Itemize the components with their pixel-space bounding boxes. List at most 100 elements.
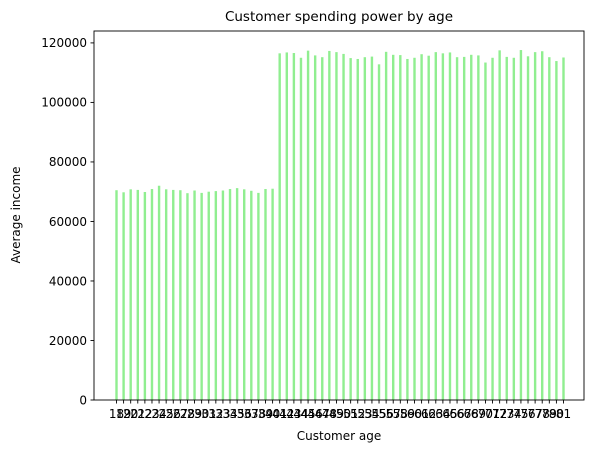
chart-title: Customer spending power by age bbox=[225, 9, 453, 25]
y-tick-label-80000: 80000 bbox=[49, 155, 87, 169]
x-tick-label-40: 40 bbox=[265, 407, 280, 421]
bar-age-29 bbox=[193, 190, 196, 400]
bar-age-47 bbox=[321, 57, 324, 400]
x-tick-label-69: 69 bbox=[471, 407, 486, 421]
y-axis-label: Average income bbox=[9, 166, 23, 263]
x-tick-label-42: 42 bbox=[279, 407, 294, 421]
bar-age-58 bbox=[399, 55, 402, 400]
bar-age-34 bbox=[228, 189, 232, 400]
bar-age-52 bbox=[356, 58, 359, 400]
x-axis: 1819202122232425262728293031323334353637… bbox=[109, 400, 571, 421]
x-tick-label-19: 19 bbox=[116, 407, 131, 421]
bar-age-33 bbox=[221, 190, 225, 400]
bar-age-20 bbox=[129, 189, 132, 400]
x-tick-label-33: 33 bbox=[215, 407, 230, 421]
x-tick-label-70: 70 bbox=[478, 407, 493, 421]
bar-age-62 bbox=[427, 55, 430, 400]
x-tick-label-49: 49 bbox=[329, 407, 344, 421]
bar-age-57 bbox=[392, 54, 395, 401]
bar-age-66 bbox=[455, 57, 459, 400]
x-tick-label-61: 61 bbox=[414, 407, 429, 421]
bar-age-54 bbox=[370, 56, 374, 401]
bar-age-38 bbox=[257, 192, 260, 400]
bar-age-36 bbox=[243, 189, 246, 400]
x-tick-label-22: 22 bbox=[137, 407, 152, 421]
x-tick-label-28: 28 bbox=[180, 407, 195, 421]
x-tick-label-81: 81 bbox=[556, 407, 571, 421]
bar-age-67 bbox=[462, 56, 466, 400]
x-tick-label-63: 63 bbox=[428, 407, 443, 421]
bar-age-65 bbox=[448, 52, 452, 401]
y-tick-label-40000: 40000 bbox=[49, 274, 87, 288]
bar-age-77 bbox=[533, 52, 537, 400]
bar-age-50 bbox=[342, 53, 345, 400]
x-tick-label-21: 21 bbox=[130, 407, 145, 421]
x-tick-label-24: 24 bbox=[151, 407, 166, 421]
x-tick-label-36: 36 bbox=[237, 407, 252, 421]
bar-age-71 bbox=[491, 57, 494, 400]
x-tick-label-32: 32 bbox=[208, 407, 223, 421]
bar-age-24 bbox=[157, 185, 161, 400]
bar-age-81 bbox=[562, 57, 565, 400]
bar-age-45 bbox=[306, 50, 310, 400]
bar-age-73 bbox=[505, 56, 508, 400]
bar-age-49 bbox=[335, 52, 338, 400]
x-tick-label-67: 67 bbox=[457, 407, 472, 421]
bar-age-53 bbox=[363, 57, 367, 400]
bar-age-35 bbox=[235, 188, 239, 400]
bar-age-80 bbox=[555, 61, 558, 401]
x-tick-label-77: 77 bbox=[527, 407, 542, 421]
x-tick-label-18: 18 bbox=[109, 407, 124, 421]
bar-age-22 bbox=[143, 191, 147, 400]
y-tick-label-120000: 120000 bbox=[41, 36, 87, 50]
x-tick-label-52: 52 bbox=[350, 407, 365, 421]
bar-age-32 bbox=[214, 191, 218, 400]
x-tick-label-62: 62 bbox=[421, 407, 436, 421]
bar-age-51 bbox=[349, 58, 352, 400]
x-tick-label-75: 75 bbox=[513, 407, 528, 421]
x-tick-label-39: 39 bbox=[258, 407, 273, 421]
x-tick-label-64: 64 bbox=[435, 407, 450, 421]
x-tick-label-46: 46 bbox=[308, 407, 323, 421]
x-tick-label-58: 58 bbox=[393, 407, 408, 421]
x-tick-label-34: 34 bbox=[222, 407, 237, 421]
bar-age-19 bbox=[122, 192, 125, 400]
x-tick-label-44: 44 bbox=[293, 407, 308, 421]
bar-age-23 bbox=[150, 189, 154, 400]
x-tick-label-27: 27 bbox=[173, 407, 188, 421]
x-tick-label-50: 50 bbox=[336, 407, 351, 421]
bar-age-25 bbox=[164, 189, 168, 400]
x-tick-label-80: 80 bbox=[549, 407, 564, 421]
bar-age-72 bbox=[498, 50, 501, 401]
bar-age-31 bbox=[207, 191, 210, 400]
x-tick-label-79: 79 bbox=[542, 407, 557, 421]
x-tick-label-20: 20 bbox=[123, 407, 138, 421]
bar-age-28 bbox=[186, 193, 189, 400]
x-tick-label-51: 51 bbox=[343, 407, 358, 421]
bar-age-75 bbox=[519, 50, 523, 401]
bar-age-79 bbox=[548, 57, 551, 400]
bar-age-55 bbox=[377, 64, 381, 400]
y-axis: 0 20000 40000 60000 80000 100000 120000 bbox=[41, 36, 94, 407]
bar-age-56 bbox=[384, 51, 388, 400]
x-tick-label-45: 45 bbox=[300, 407, 315, 421]
bar-age-76 bbox=[526, 56, 530, 400]
x-tick-label-78: 78 bbox=[535, 407, 550, 421]
x-tick-label-59: 59 bbox=[400, 407, 415, 421]
bar-age-18 bbox=[115, 190, 118, 400]
x-axis-label: Customer age bbox=[297, 429, 381, 443]
x-tick-label-56: 56 bbox=[378, 407, 393, 421]
bar-age-64 bbox=[441, 53, 445, 400]
bar-age-41 bbox=[278, 53, 281, 400]
x-tick-label-30: 30 bbox=[194, 407, 209, 421]
bar-age-61 bbox=[420, 54, 423, 401]
bar-age-59 bbox=[406, 58, 409, 400]
y-tick-label-100000: 100000 bbox=[41, 96, 87, 110]
x-tick-label-74: 74 bbox=[506, 407, 521, 421]
x-tick-label-31: 31 bbox=[201, 407, 216, 421]
bar-age-37 bbox=[250, 190, 253, 400]
x-tick-label-38: 38 bbox=[251, 407, 266, 421]
x-tick-label-55: 55 bbox=[371, 407, 386, 421]
x-tick-label-65: 65 bbox=[442, 407, 457, 421]
x-tick-label-73: 73 bbox=[499, 407, 514, 421]
